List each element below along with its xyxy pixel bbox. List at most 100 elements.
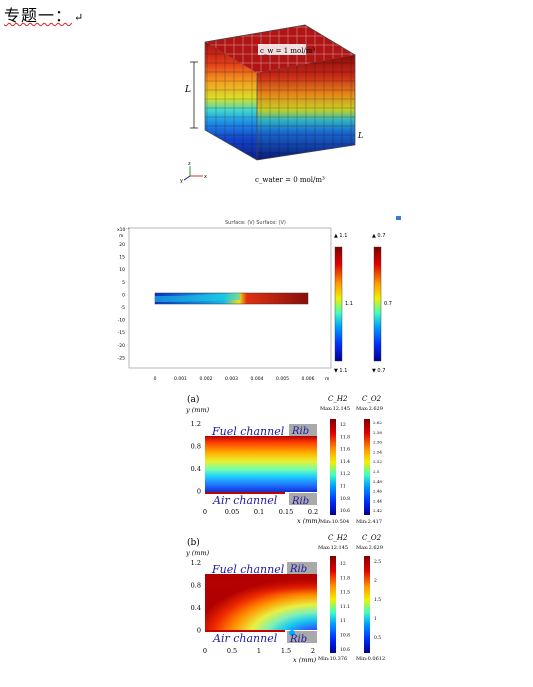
svg-text:Max:2.629: Max:2.629 xyxy=(356,406,383,412)
fig-a-cb2-tick: 2.56 xyxy=(373,440,382,445)
fig-a-x-ticks: 0 0.05 0.1 0.15 0.2 xyxy=(203,508,318,516)
svg-text:Max:2.629: Max:2.629 xyxy=(356,545,383,551)
fig-b-x-tick: 0.5 xyxy=(227,647,237,655)
svg-text:Min:2.417: Min:2.417 xyxy=(356,519,382,525)
fig-b-cb1-tick: 11 xyxy=(340,618,346,624)
fig-b-cb2-tick: 1.5 xyxy=(374,597,381,603)
fig-a-x-tick: 0 xyxy=(203,508,207,516)
fig-a-cb2-tick: 2.46 xyxy=(373,489,382,494)
plot2-colorbar-2 xyxy=(373,246,382,362)
export-icon[interactable] xyxy=(396,216,401,220)
fig-a-cb1-tick: 12 xyxy=(340,422,346,428)
fig-b-rib-top-label: Rib xyxy=(289,564,307,575)
plot2-y-tick: -25 xyxy=(118,355,125,361)
fig-a-x-tick: 0.15 xyxy=(279,508,293,516)
fig-b-y-tick: 1.2 xyxy=(191,559,201,567)
fig-a-x-tick: 0.2 xyxy=(308,508,318,516)
fig-a-colorbar-o2 xyxy=(364,419,370,515)
fig-b-y-ticks: 1.2 0.8 0.4 0 xyxy=(191,559,201,635)
plot2-y-tick: 0 xyxy=(122,292,125,298)
plot2-y-tick: -5 xyxy=(121,305,126,311)
fig-a-rib-top-label: Rib xyxy=(291,426,309,437)
fig-a-tag: (a) xyxy=(187,394,199,405)
fig-a-y-tick: 0.4 xyxy=(191,465,201,473)
fig-a-y-tick: 1.2 xyxy=(191,420,201,428)
fig-b-air-label: Air channel xyxy=(212,632,278,645)
plot2-x-ticks: 0 0.001 0.002 0.003 0.004 0.005 0.006 xyxy=(154,376,315,382)
svg-text:Min:10.376: Min:10.376 xyxy=(318,656,347,662)
svg-text:▲ 0.7: ▲ 0.7 xyxy=(372,233,385,239)
fig-a-fuel-label: Fuel channel xyxy=(211,425,285,438)
fig-a-cb2-name: C_O2 xyxy=(362,395,382,403)
plot2-y-ticks: 20 15 10 5 0 -5 -10 -15 -20 -25 xyxy=(118,242,125,361)
fig-b-cb1-tick: 12 xyxy=(340,561,346,567)
fig-b-colorbar-h2 xyxy=(330,556,336,653)
fig-b-xlabel: x (mm) xyxy=(293,656,317,664)
fig-a-field xyxy=(205,436,317,492)
svg-text:x: x xyxy=(204,174,207,180)
plot2-y-tick: 5 xyxy=(122,280,125,286)
plot2-y-tick: -10 xyxy=(118,318,125,324)
fig-a-cb2-ticks: 2.62 2.58 2.56 2.54 2.52 2.5 2.48 2.46 2.44 2.42 xyxy=(373,420,382,513)
fig-b-cb1-tick: 11.5 xyxy=(340,590,350,596)
fig-b-cb2-tick: 0.5 xyxy=(374,635,381,641)
paragraph-return-mark: ↵ xyxy=(74,11,85,24)
fig-a-cb1-tick: 10.6 xyxy=(340,508,350,514)
plot2-x-tick: 0.002 xyxy=(200,376,213,382)
fig-a-cb1-tick: 11.4 xyxy=(340,459,350,465)
fig-a-cb1-tick: 11.6 xyxy=(340,447,350,453)
svg-text:y: y xyxy=(180,178,183,184)
fig-a-cb2-tick: 2.48 xyxy=(373,479,382,484)
fig-a-cb2-tick: 2.58 xyxy=(373,430,382,435)
fig-b-cb2-tick: 2.5 xyxy=(374,559,381,565)
plot2-x-tick: 0.001 xyxy=(174,376,187,382)
plot2-x-tick: 0 xyxy=(154,376,157,382)
fig-a-cb2-tick: 2.42 xyxy=(373,508,382,513)
plot2-x-tick: 0.003 xyxy=(225,376,238,382)
svg-text:Min:0.0612: Min:0.0612 xyxy=(356,656,385,662)
fig-b-cb1-tick: 11.1 xyxy=(340,604,350,610)
fig-b-cb2-tick: 1 xyxy=(374,616,377,622)
svg-text:z: z xyxy=(188,161,191,167)
plot2-y-tick: -15 xyxy=(118,330,125,336)
fig-a-cb2-tick: 2.54 xyxy=(373,449,382,454)
fig-a-cb2-tick: 2.52 xyxy=(373,459,382,464)
fig-b-rib-bottom-label: Rib xyxy=(289,634,307,645)
cube-dim-right: L xyxy=(357,131,363,140)
fig-a-cb2-tick: 2.44 xyxy=(373,498,382,503)
fig-a-xlabel: x (mm) xyxy=(297,517,321,525)
svg-text:▼ 1.1: ▼ 1.1 xyxy=(334,368,347,374)
fig-a-colorbar-h2 xyxy=(330,419,336,515)
fig-a-cb1-ticks: 12 11.8 11.6 11.4 11.2 11 10.8 10.6 xyxy=(340,422,350,514)
svg-text:▲ 1.1: ▲ 1.1 xyxy=(334,233,347,239)
plot2-title: Surface: (V) Surface: (V) xyxy=(225,220,286,226)
fig-a-y-tick: 0.8 xyxy=(191,443,201,451)
fig-b-tag: (b) xyxy=(187,537,200,548)
fig-a-rib-bottom-label: Rib xyxy=(291,496,309,507)
plot2-y-unit: m xyxy=(119,234,123,239)
svg-text:1.1: 1.1 xyxy=(345,301,353,307)
fig-a-cb1-tick: 10.8 xyxy=(340,496,350,502)
plot2-y-tick: 10 xyxy=(119,267,125,273)
cube-dim-left: L xyxy=(184,85,191,95)
svg-text:Max:12.145: Max:12.145 xyxy=(318,545,348,551)
fig-a-cb1-tick: 11.8 xyxy=(340,434,350,440)
fig-a-cb2-tick: 2.5 xyxy=(373,469,380,474)
fig-a-cb1-tick: 11.2 xyxy=(340,471,350,477)
plot2-x-tick: 0.005 xyxy=(276,376,289,382)
plot2-x-unit: m xyxy=(325,377,329,382)
heading-text: 专题一： xyxy=(4,6,73,25)
fig-b-cb1-tick: 10.6 xyxy=(340,647,350,653)
fig-b-x-tick: 1.5 xyxy=(281,647,291,655)
fig-a-x-tick: 0.05 xyxy=(225,508,239,516)
fig-a-y-tick: 0 xyxy=(197,488,201,496)
fig-a-air-label: Air channel xyxy=(212,494,278,507)
fig-b-x-tick: 0 xyxy=(203,647,207,655)
fig-b-rib-top xyxy=(287,562,317,574)
fig-a-cb1-tick: 11 xyxy=(340,484,346,490)
fig-a-y-ticks: 1.2 0.8 0.4 0 xyxy=(191,420,201,496)
cube-bottom-label: c_water = 0 mol/m³ xyxy=(255,176,325,184)
fig-b-x-tick: 1 xyxy=(257,647,261,655)
